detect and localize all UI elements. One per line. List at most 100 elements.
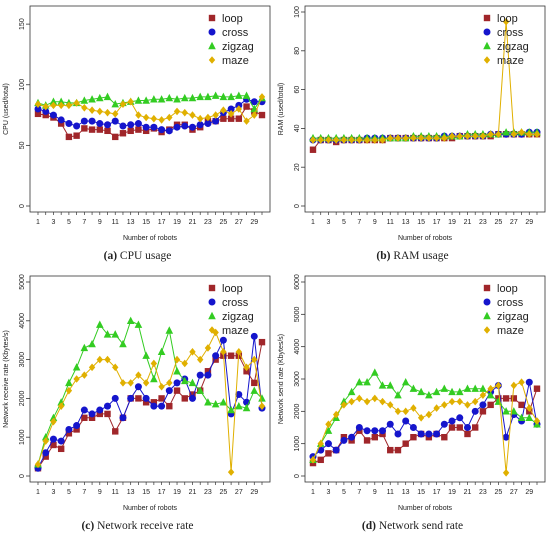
data-point-zigzag	[134, 320, 143, 328]
data-point-loop	[50, 441, 57, 449]
y-tick-label: 6000	[294, 274, 301, 290]
caption-text: Network send rate	[378, 520, 464, 532]
x-tick-label: 27	[235, 489, 243, 496]
data-point-maze	[189, 111, 196, 119]
data-point-loop	[325, 450, 332, 457]
data-point-maze	[479, 132, 487, 140]
data-point-loop	[533, 385, 541, 392]
x-tick-label: 17	[433, 489, 441, 496]
data-point-maze	[127, 97, 134, 106]
data-point-maze	[448, 397, 456, 406]
legend: loop cross zigzag maze	[483, 283, 529, 337]
x-tick-label: 5	[342, 219, 346, 226]
data-point-cross	[456, 414, 464, 422]
data-point-loop	[57, 445, 65, 453]
y-tick-label: 80	[294, 47, 301, 55]
data-point-zigzag	[173, 367, 181, 375]
data-point-cross	[73, 122, 81, 130]
data-point-loop	[88, 126, 96, 133]
data-point-maze	[387, 134, 394, 142]
data-point-zigzag	[425, 390, 433, 399]
data-point-loop	[104, 410, 111, 418]
data-point-cross	[158, 402, 166, 410]
series-line-maze	[313, 21, 537, 141]
legend-label-loop: loop	[222, 13, 243, 25]
data-point-zigzag	[111, 99, 120, 108]
data-point-cross	[142, 123, 150, 131]
y-tick-label: 4000	[19, 313, 26, 329]
y-tick-label: 0	[294, 204, 301, 208]
data-point-maze	[402, 407, 409, 416]
data-point-loop	[104, 127, 111, 135]
data-point-loop	[150, 399, 158, 406]
data-point-maze	[34, 460, 42, 469]
data-point-cross	[134, 120, 142, 128]
y-tick-label: 3000	[19, 352, 26, 368]
data-point-maze	[332, 410, 340, 419]
x-tick-label: 13	[402, 219, 410, 226]
data-point-zigzag	[157, 347, 166, 356]
legend-label-zigzag: zigzag	[222, 41, 254, 53]
data-point-maze	[325, 420, 332, 429]
x-tick-label: 25	[219, 219, 227, 226]
data-point-maze	[104, 108, 111, 117]
x-tick-label: 11	[112, 489, 119, 496]
data-point-maze	[235, 348, 243, 356]
legend-label-cross: cross	[497, 297, 524, 309]
data-point-cross	[235, 391, 243, 399]
y-tick-label: 5000	[19, 274, 26, 290]
y-tick-label: 150	[19, 18, 26, 30]
data-point-maze	[387, 401, 394, 409]
x-tick-label: 9	[98, 219, 102, 226]
x-tick-label: 27	[510, 219, 518, 226]
legend-marker-cross	[483, 298, 491, 306]
data-point-cross	[196, 371, 204, 379]
data-point-cross	[158, 126, 166, 134]
data-point-cross	[409, 424, 417, 431]
panel-send: 0 1000 2000 3000 4000 5000 6000 1 3 5 7 9 11 13 15 17 19…	[275, 270, 550, 540]
x-tick-label: 7	[82, 489, 86, 496]
data-point-maze	[212, 111, 219, 119]
data-point-maze	[309, 136, 317, 144]
data-point-maze	[50, 101, 57, 110]
caption-tag: (a)	[103, 250, 118, 262]
data-point-zigzag	[180, 376, 189, 385]
data-point-zigzag	[49, 97, 58, 105]
data-point-cross	[402, 417, 410, 425]
x-tick-label: 23	[479, 489, 487, 496]
data-point-maze	[96, 107, 103, 116]
y-tick-label: 100	[19, 79, 26, 91]
legend-marker-loop	[483, 14, 491, 22]
data-point-zigzag	[525, 413, 534, 421]
data-point-cross	[463, 424, 471, 431]
data-point-zigzag	[258, 394, 266, 402]
data-point-loop	[441, 434, 448, 441]
legend-marker-cross	[208, 298, 216, 306]
x-tick-label: 7	[357, 489, 361, 496]
data-point-loop	[510, 395, 518, 402]
data-point-cross	[394, 430, 402, 438]
y-tick-label: 40	[294, 124, 301, 132]
data-point-maze	[410, 404, 417, 412]
data-point-cross	[250, 98, 258, 106]
data-point-zigzag	[448, 387, 456, 396]
data-point-zigzag	[250, 386, 259, 394]
data-point-loop	[34, 110, 42, 118]
y-tick-label: 4000	[294, 339, 301, 355]
legend-marker-loop	[208, 14, 216, 22]
data-point-cross	[96, 406, 104, 414]
data-point-loop	[88, 414, 96, 421]
data-point-loop	[189, 391, 196, 398]
x-tick-label: 13	[127, 219, 135, 226]
legend-marker-loop	[208, 284, 216, 292]
data-point-zigzag	[188, 93, 197, 102]
data-point-loop	[73, 132, 80, 139]
caption-text: RAM usage	[393, 250, 449, 262]
x-tick-label: 17	[433, 219, 441, 226]
data-point-maze	[204, 344, 212, 352]
data-point-loop	[472, 424, 479, 431]
x-tick-label: 19	[173, 489, 181, 496]
data-point-zigzag	[41, 433, 50, 441]
x-tick-label: 1	[36, 219, 40, 226]
